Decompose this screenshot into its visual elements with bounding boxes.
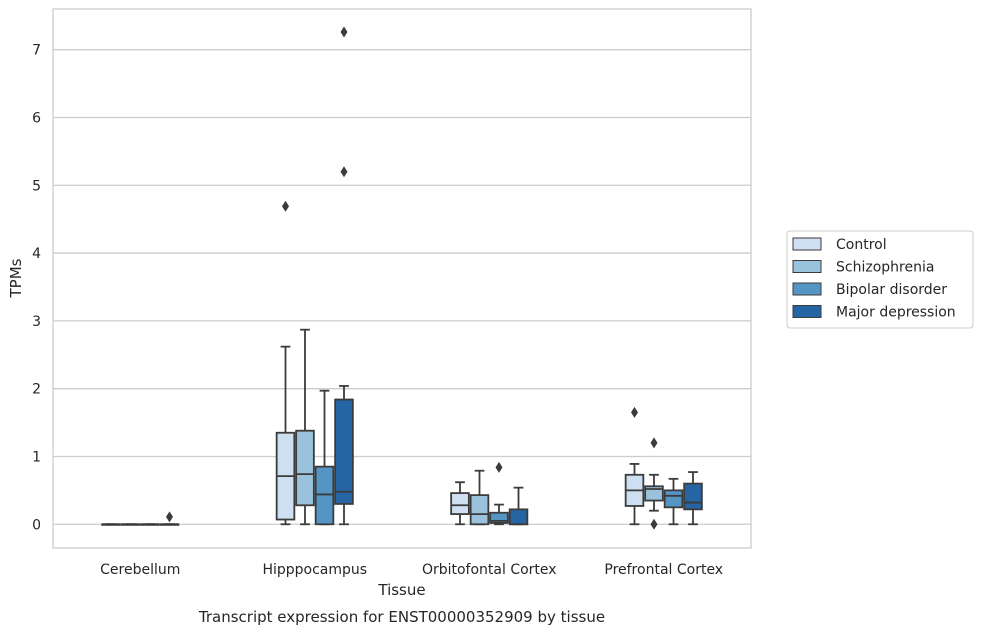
- legend-swatch-1: [792, 260, 822, 273]
- plot-frame: [52, 8, 752, 549]
- legend-swatch-0: [792, 237, 822, 251]
- box-3-3: [683, 471, 703, 526]
- outlier-point-0: [495, 461, 503, 473]
- box-series: [101, 26, 703, 530]
- outlier-point-0: [166, 511, 173, 523]
- box-0-1: [120, 523, 141, 526]
- x-tick-label-2: Orbitofontal Cortex: [422, 562, 557, 578]
- legend: Control Schizophrenia Bipolar disorder Majo…: [786, 230, 974, 329]
- box-body: [683, 482, 703, 511]
- outlier-point-0: [650, 437, 658, 449]
- outlier-point-0: [340, 166, 348, 178]
- box-body: [469, 494, 490, 526]
- box-1-3: [334, 26, 354, 526]
- box-0-0: [101, 523, 121, 526]
- outlier-point-0: [282, 200, 289, 212]
- grid-lines: [53, 49, 751, 525]
- y-tick-label-1: 1: [32, 449, 41, 465]
- legend-swatch-3: [792, 305, 822, 318]
- outlier-point-1: [340, 26, 348, 38]
- legend-label-0: Control: [836, 237, 887, 253]
- y-tick-label-6: 6: [32, 110, 41, 126]
- box-2-2: [489, 461, 509, 526]
- x-tick-label-0: Cerebellum: [100, 562, 180, 578]
- outlier-point-0: [631, 406, 638, 418]
- box-body: [295, 429, 315, 507]
- y-tick-label-7: 7: [32, 43, 41, 59]
- box-body: [508, 508, 529, 526]
- x-axis-label: Tissue: [377, 581, 425, 599]
- box-body: [663, 489, 684, 509]
- x-tick-label-3: Prefrontal Cortex: [604, 562, 723, 578]
- plot-background: [53, 9, 751, 548]
- box-3-0: [624, 406, 645, 526]
- y-tick-label-5: 5: [32, 178, 41, 194]
- box-3-1: [644, 437, 664, 530]
- y-axis-ticks: 0 1 2 3 4 5 6 7: [32, 43, 41, 534]
- y-tick-label-3: 3: [32, 314, 41, 330]
- chart-caption: Transcript expression for ENST0000035290…: [198, 608, 605, 626]
- y-tick-label-4: 4: [32, 246, 41, 262]
- box-2-1: [469, 469, 490, 526]
- legend-label-3: Major depression: [836, 305, 956, 321]
- box-2-0: [450, 481, 470, 526]
- legend-frame: [786, 230, 974, 329]
- box-1-0: [275, 200, 296, 526]
- box-body: [489, 511, 509, 524]
- box-1-1: [295, 328, 315, 526]
- box-3-2: [663, 477, 684, 526]
- legend-label-1: Schizophrenia: [836, 260, 934, 276]
- box-body: [334, 398, 354, 505]
- box-body: [314, 465, 335, 526]
- x-axis-ticks: Cerebellum Hipppocampus Orbitofontal Corte…: [100, 562, 723, 578]
- box-0-2: [140, 523, 160, 526]
- outlier-point-1: [650, 518, 658, 530]
- legend-label-2: Bipolar disorder: [836, 282, 947, 298]
- legend-swatch-2: [792, 282, 822, 296]
- box-0-3: [159, 511, 180, 526]
- y-tick-label-0: 0: [32, 517, 41, 533]
- x-tick-label-1: Hipppocampus: [262, 562, 367, 578]
- y-tick-label-2: 2: [32, 382, 41, 398]
- box-1-2: [314, 389, 335, 526]
- y-axis-label: TPMs: [7, 258, 25, 298]
- box-2-3: [508, 486, 529, 526]
- box-body: [450, 492, 470, 516]
